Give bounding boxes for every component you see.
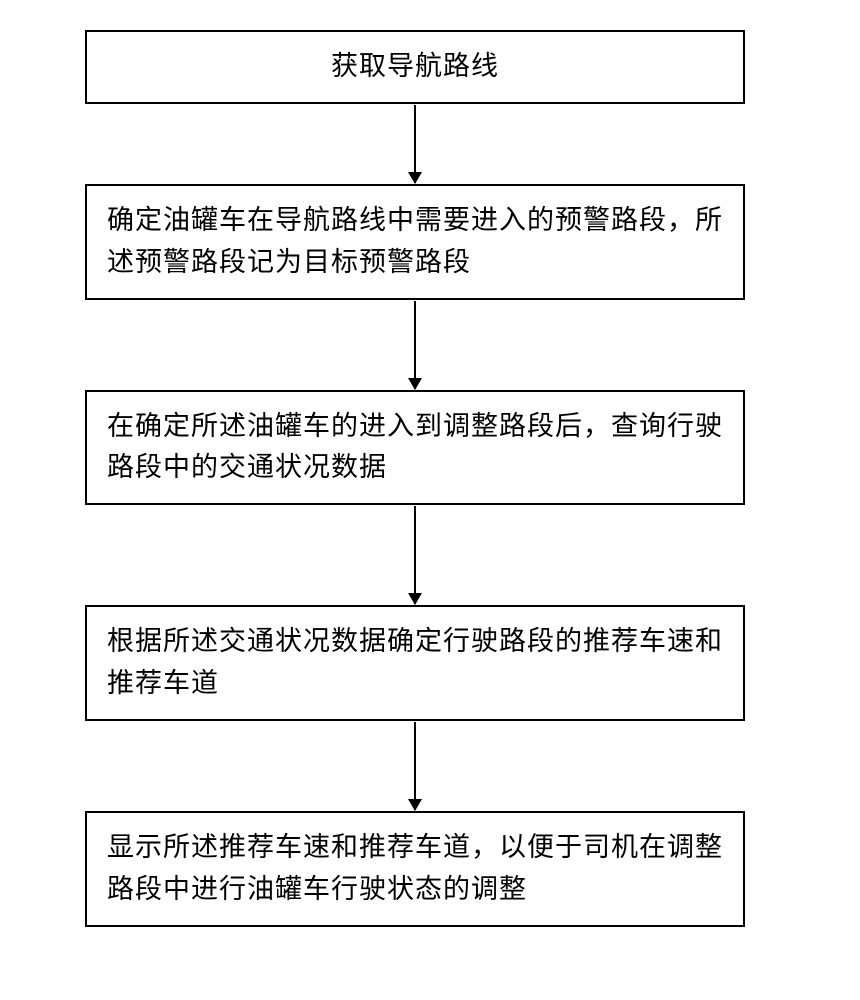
flowchart-step-1: 获取导航路线 [85,30,745,104]
step-text: 根据所述交通状况数据确定行驶路段的推荐车速和推荐车道 [107,626,723,698]
arrow-4 [85,721,745,811]
flowchart-step-2: 确定油罐车在导航路线中需要进入的预警路段，所述预警路段记为目标预警路段 [85,184,745,300]
arrow-3 [85,505,745,605]
step-text: 确定油罐车在导航路线中需要进入的预警路段，所述预警路段记为目标预警路段 [107,205,723,277]
arrow-line [414,506,416,604]
flowchart-step-5: 显示所述推荐车速和推荐车道，以便于司机在调整路段中进行油罐车行驶状态的调整 [85,811,745,927]
step-text: 显示所述推荐车速和推荐车道，以便于司机在调整路段中进行油罐车行驶状态的调整 [107,832,723,904]
arrow-1 [85,104,745,184]
step-text: 获取导航路线 [331,51,499,81]
arrow-2 [85,300,745,390]
arrow-line [414,105,416,183]
arrow-line [414,301,416,389]
step-text: 在确定所述油罐车的进入到调整路段后，查询行驶路段中的交通状况数据 [107,411,723,483]
flowchart-step-3: 在确定所述油罐车的进入到调整路段后，查询行驶路段中的交通状况数据 [85,390,745,506]
flowchart-container: 获取导航路线 确定油罐车在导航路线中需要进入的预警路段，所述预警路段记为目标预警… [85,30,745,927]
flowchart-step-4: 根据所述交通状况数据确定行驶路段的推荐车速和推荐车道 [85,605,745,721]
arrow-line [414,722,416,810]
